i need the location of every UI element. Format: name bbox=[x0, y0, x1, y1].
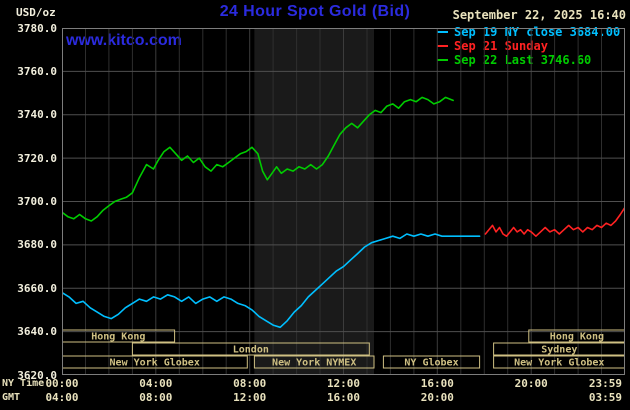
y-tick-label: 3700.0 bbox=[17, 195, 57, 208]
x-tick-label-gmt: 04:00 bbox=[45, 391, 79, 404]
gridlines bbox=[62, 28, 625, 375]
y-tick-label: 3720.0 bbox=[17, 151, 57, 165]
session-label: New York Globex bbox=[110, 358, 200, 369]
y-tick-label: 3620.0 bbox=[17, 368, 57, 382]
x-tick-label-gmt: 08:00 bbox=[139, 391, 173, 404]
y-tick-label: 3680.0 bbox=[17, 238, 57, 252]
y-tick-label: 3660.0 bbox=[17, 281, 57, 295]
series-dash-icon bbox=[437, 45, 448, 47]
x-tick-label-gmt: 20:00 bbox=[420, 391, 454, 404]
plot-border bbox=[62, 28, 625, 375]
session-box bbox=[253, 355, 375, 369]
session-boxes: Hong Kong Hong Kong London Sydney New York G… bbox=[61, 329, 626, 369]
x-tick-label-ny: 00:00 bbox=[45, 377, 79, 390]
unit-label: USD/oz bbox=[16, 6, 56, 19]
y-tick-label: 3760.0 bbox=[17, 64, 57, 78]
series-dash-icon bbox=[437, 59, 448, 61]
x-tick-label-gmt: 12:00 bbox=[233, 391, 267, 404]
session-label: New York NYMEX bbox=[272, 358, 356, 369]
kitco-watermark-link[interactable]: www.kitco.com bbox=[66, 32, 182, 49]
datetime-label: September 22, 2025 16:40 bbox=[452, 8, 626, 22]
series-line-today bbox=[61, 96, 454, 222]
session-label: Hong Kong bbox=[91, 332, 145, 343]
x-tick-label-ny: 20:00 bbox=[514, 377, 548, 390]
session-label: New York Globex bbox=[514, 358, 604, 369]
y-tick-label: 3780.0 bbox=[17, 21, 57, 35]
series-line-prev-close bbox=[61, 233, 481, 329]
ny-time-axis-label: NY Time bbox=[2, 378, 45, 389]
x-tick-label-ny: 16:00 bbox=[420, 377, 454, 390]
session-label: NY Globex bbox=[404, 358, 458, 369]
chart-canvas: Hong Kong Hong Kong London Sydney New York G… bbox=[61, 28, 626, 375]
x-tick-label-ny: 08:00 bbox=[233, 377, 267, 390]
series-dash-icon bbox=[437, 31, 448, 33]
session-label: Sydney bbox=[541, 345, 577, 356]
legend-item-sunday: Sep 21 Sunday bbox=[437, 39, 620, 53]
session-box bbox=[131, 342, 370, 356]
x-tick-label-ny: 12:00 bbox=[326, 377, 361, 390]
session-label: Hong Kong bbox=[550, 332, 604, 343]
session-box bbox=[382, 355, 481, 369]
x-tick-label-gmt: 16:00 bbox=[326, 391, 361, 404]
page-title: 24 Hour Spot Gold (Bid) bbox=[219, 3, 411, 20]
legend-label: Sep 22 Last 3746.60 bbox=[454, 53, 592, 67]
x-tick-label-ny: 04:00 bbox=[139, 377, 173, 390]
legend-label: Sep 21 Sunday bbox=[454, 39, 548, 53]
legend-item-today: Sep 22 Last 3746.60 bbox=[437, 53, 620, 67]
x-tick-label-gmt: 03:59 bbox=[588, 391, 622, 404]
series-line-sunday bbox=[484, 207, 626, 237]
gmt-axis-label: GMT bbox=[2, 392, 21, 403]
x-tick-label-ny: 23:59 bbox=[588, 377, 622, 390]
session-label: London bbox=[233, 345, 269, 356]
y-tick-label: 3640.0 bbox=[17, 325, 57, 339]
y-tick-label: 3740.0 bbox=[17, 108, 57, 122]
plot-area: Hong Kong Hong Kong London Sydney New York G… bbox=[61, 28, 626, 375]
